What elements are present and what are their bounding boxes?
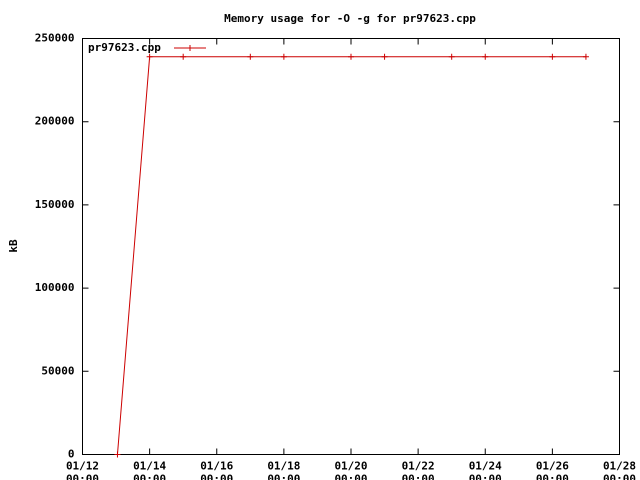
y-tick-label: 0 xyxy=(68,448,75,461)
series-line xyxy=(116,56,586,455)
x-tick-label: 01/22 xyxy=(402,460,435,473)
x-tick-label: 00:00 xyxy=(334,473,367,480)
point-marker xyxy=(146,53,153,60)
x-tick-label: 01/26 xyxy=(536,460,569,473)
x-tick-label: 01/24 xyxy=(469,460,502,473)
x-tick-label: 00:00 xyxy=(66,473,99,480)
x-tick-label: 01/16 xyxy=(200,460,233,473)
y-axis-label: kB xyxy=(7,239,20,253)
y-tick-label: 250000 xyxy=(35,32,75,45)
x-tick-label: 01/14 xyxy=(133,460,166,473)
x-tick-label: 01/28 xyxy=(603,460,636,473)
y-tick-label: 50000 xyxy=(41,364,74,377)
point-marker xyxy=(549,53,556,60)
point-marker xyxy=(280,53,287,60)
x-tick-label: 00:00 xyxy=(402,473,435,480)
plot-frame xyxy=(82,38,620,455)
point-marker xyxy=(381,53,388,60)
x-tick-label: 00:00 xyxy=(200,473,233,480)
point-marker xyxy=(114,451,121,458)
point-marker xyxy=(348,53,354,60)
point-marker xyxy=(180,53,187,60)
x-tick-label: 01/18 xyxy=(267,460,300,473)
point-marker xyxy=(582,53,589,60)
y-tick-label: 100000 xyxy=(35,281,75,294)
legend-swatch xyxy=(174,45,206,51)
point-marker xyxy=(448,53,455,60)
legend-label: pr97623.cpp xyxy=(88,41,161,54)
x-tick-label: 00:00 xyxy=(536,473,569,480)
y-tick-label: 200000 xyxy=(35,115,75,128)
y-tick-label: 150000 xyxy=(35,198,75,211)
x-tick-label: 01/12 xyxy=(66,460,99,473)
x-tick-label: 00:00 xyxy=(133,473,166,480)
point-marker xyxy=(482,53,489,60)
point-marker xyxy=(247,53,254,60)
x-tick-label: 01/20 xyxy=(334,460,367,473)
chart-title: Memory usage for -O -g for pr97623.cpp xyxy=(224,12,476,25)
x-tick-label: 00:00 xyxy=(267,473,300,480)
x-tick-label: 00:00 xyxy=(469,473,502,480)
x-tick-label: 00:00 xyxy=(603,473,636,480)
